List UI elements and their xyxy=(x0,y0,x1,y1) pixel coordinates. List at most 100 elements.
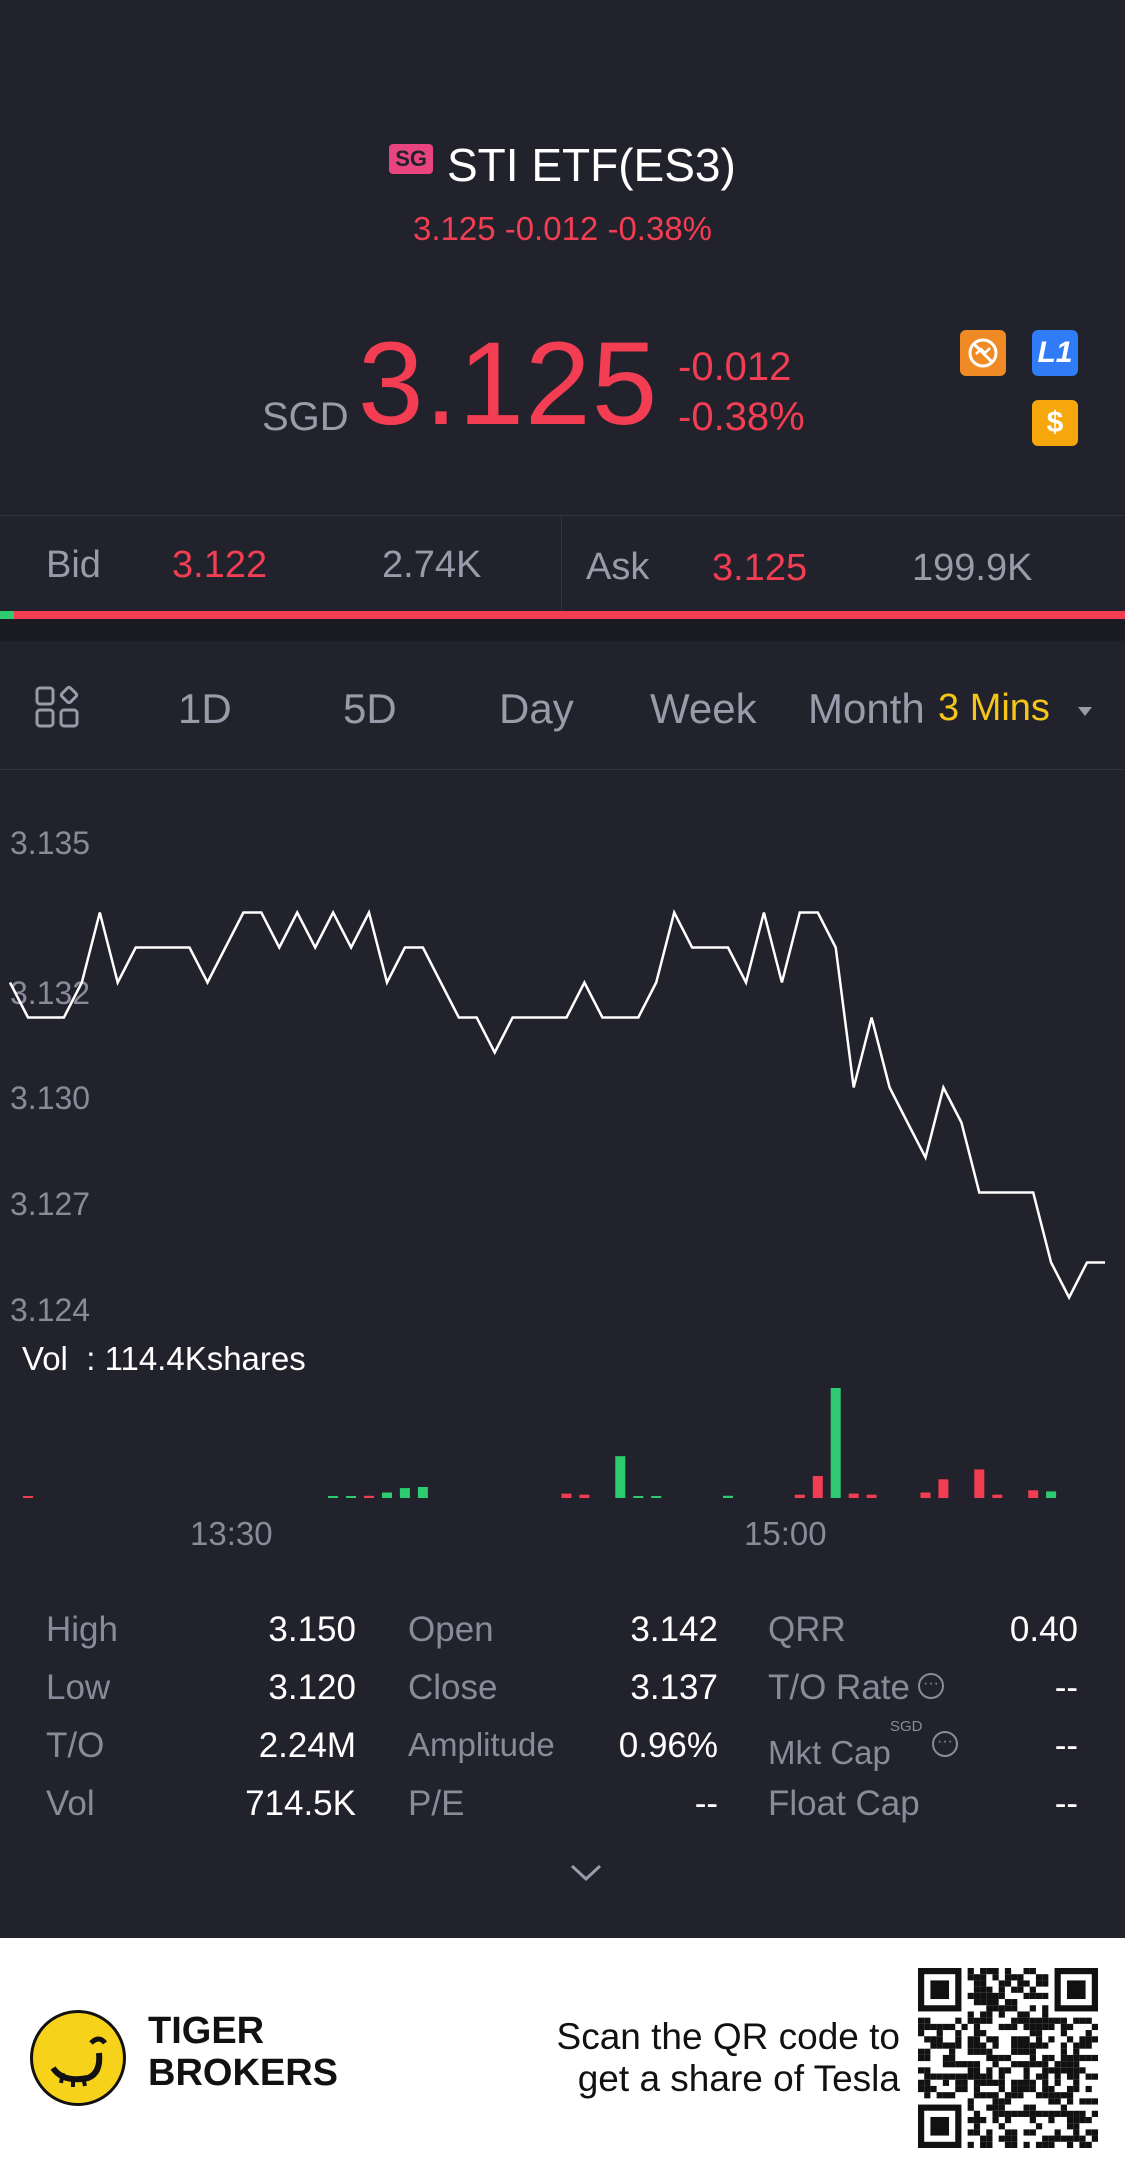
qr-module xyxy=(967,2061,974,2068)
qr-module xyxy=(986,1986,993,1993)
qr-module xyxy=(992,2104,999,2111)
qr-module xyxy=(1011,2110,1018,2117)
volume-label-text: Vol xyxy=(22,1340,68,1377)
qr-module xyxy=(924,2023,931,2031)
qr-module xyxy=(1017,1980,1024,1987)
caret-down-icon[interactable] xyxy=(1076,705,1094,719)
qr-module xyxy=(1085,2129,1092,2136)
qr-module xyxy=(1023,2085,1030,2093)
qr-module xyxy=(992,2092,999,2099)
header xyxy=(0,0,1125,515)
qr-module xyxy=(1073,2073,1080,2080)
qr-module xyxy=(1054,2017,1061,2024)
expand-chevron-icon[interactable] xyxy=(568,1862,604,1884)
stat-label: T/O xyxy=(46,1726,105,1765)
qr-module xyxy=(918,2023,925,2031)
qr-module xyxy=(973,1986,981,1993)
qr-module xyxy=(942,2054,950,2062)
qr-module xyxy=(949,2048,956,2055)
qr-module xyxy=(1011,2048,1018,2055)
qr-module xyxy=(1085,2030,1092,2037)
promo-text: Scan the QR code to get a share of Tesla xyxy=(540,2016,900,2100)
qr-module xyxy=(1011,2042,1018,2049)
qr-module xyxy=(1023,1992,1030,2000)
stat-value: 3.120 xyxy=(268,1668,356,1707)
qr-module xyxy=(992,1992,999,2000)
promo-line-1: Scan the QR code to xyxy=(556,2016,900,2057)
dollar-icon[interactable]: $ xyxy=(1032,400,1078,446)
more-info-icon[interactable]: ··· xyxy=(918,1673,944,1699)
qr-module xyxy=(973,2110,981,2117)
qr-module xyxy=(936,2092,943,2099)
page-title[interactable]: STI ETF(ES3) xyxy=(446,139,736,191)
qr-module xyxy=(998,2079,1005,2086)
qr-module xyxy=(1011,2135,1018,2142)
tab-month[interactable]: Month xyxy=(808,685,925,732)
qr-module xyxy=(980,2079,987,2086)
qr-module xyxy=(1073,2129,1080,2136)
qr-module xyxy=(1029,2129,1036,2136)
qr-module xyxy=(1011,1999,1018,2006)
qr-module xyxy=(1066,2085,1074,2093)
qr-module xyxy=(1048,2135,1055,2142)
qr-module xyxy=(980,2017,987,2024)
qr-module xyxy=(955,2030,962,2037)
qr-module xyxy=(918,2067,925,2074)
layout-grid-icon[interactable] xyxy=(34,683,82,731)
qr-module xyxy=(1004,2129,1012,2136)
qr-module xyxy=(1035,2036,1043,2043)
qr-module xyxy=(1066,2141,1074,2148)
qr-module xyxy=(1023,2129,1030,2136)
qr-module xyxy=(1011,2036,1018,2043)
mkt-cap-currency: SGD xyxy=(890,1718,923,1735)
qr-module xyxy=(980,2011,987,2018)
qr-module xyxy=(1029,2116,1036,2124)
qr-module xyxy=(1004,1999,1012,2006)
qr-module xyxy=(1079,2098,1086,2105)
qr-module xyxy=(1054,2129,1061,2136)
tab-5d[interactable]: 5D xyxy=(343,685,397,732)
qr-module xyxy=(1066,2116,1074,2124)
tab-1d[interactable]: 1D xyxy=(178,685,232,732)
qr-module xyxy=(1048,2116,1055,2124)
qr-module xyxy=(980,2042,987,2049)
qr-code[interactable] xyxy=(918,1968,1098,2148)
qr-module xyxy=(1085,2085,1092,2093)
qr-module xyxy=(986,2005,993,2012)
volume-bar-chart[interactable] xyxy=(0,1380,1125,1500)
qr-module xyxy=(1042,2067,1049,2074)
interval-selector[interactable]: 3 Mins xyxy=(938,687,1050,729)
no-short-icon[interactable] xyxy=(960,330,1006,376)
tab-day[interactable]: Day xyxy=(499,685,574,732)
qr-module xyxy=(1066,2073,1074,2080)
qr-module xyxy=(1042,2141,1049,2148)
qr-module xyxy=(1011,2129,1018,2136)
qr-module xyxy=(1042,2017,1049,2024)
price-line-chart[interactable] xyxy=(0,800,1125,1320)
y-tick-label: 3.130 xyxy=(10,1080,91,1116)
qr-module xyxy=(973,2048,981,2055)
qr-module xyxy=(1085,2098,1092,2105)
qr-finder xyxy=(930,1980,950,2000)
qr-module xyxy=(936,2023,943,2031)
qr-module xyxy=(1004,2005,1012,2012)
qr-module xyxy=(1042,2110,1049,2117)
qr-module xyxy=(1029,2042,1036,2049)
qr-module xyxy=(924,2036,931,2043)
price-change-pct: -0.38% xyxy=(678,395,805,439)
qr-module xyxy=(1029,2005,1036,2012)
level1-icon[interactable]: L1 xyxy=(1032,330,1078,376)
qr-module xyxy=(967,2104,974,2111)
volume-bar xyxy=(579,1494,590,1498)
stat-value: 0.40 xyxy=(1009,1610,1078,1649)
qr-module xyxy=(918,2085,925,2093)
qr-module xyxy=(967,2073,974,2080)
qr-module xyxy=(967,1974,974,1981)
qr-module xyxy=(1042,2061,1049,2068)
qr-module xyxy=(949,2054,956,2062)
more-info-icon[interactable]: ··· xyxy=(932,1731,958,1757)
bid-ask-panel[interactable]: Bid 3.122 2.74K Ask 3.125 199.9K xyxy=(0,515,1125,611)
qr-module xyxy=(1004,2116,1012,2124)
volume-bar xyxy=(866,1494,877,1498)
tab-week[interactable]: Week xyxy=(650,685,757,732)
